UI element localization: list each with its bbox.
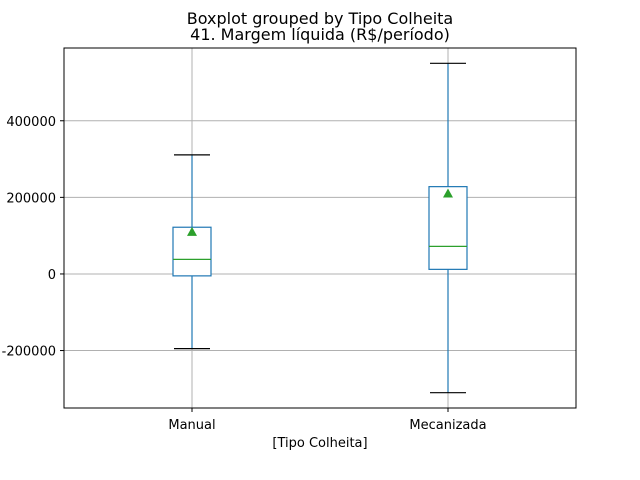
y-tick-label: 200000 [6, 191, 56, 206]
box-group-manual [172, 154, 212, 350]
mean-marker [187, 226, 197, 236]
chart-subtitle: 41. Margem líquida (R$/período) [190, 25, 450, 44]
plot-frame [63, 47, 577, 409]
box-group-mecanizada [428, 62, 468, 394]
x-axis: Manual Mecanizada [168, 408, 487, 433]
box-iqr [428, 186, 468, 270]
x-tick-label: Mecanizada [409, 418, 486, 433]
chart-title: Boxplot grouped by Tipo Colheita [187, 9, 453, 28]
y-tick-label: 400000 [6, 115, 56, 130]
x-axis-label: [Tipo Colheita] [272, 436, 367, 451]
box-series [172, 62, 468, 394]
mean-marker [443, 188, 453, 198]
y-axis: -200000 0 200000 400000 [2, 115, 64, 360]
x-tick-label: Manual [168, 418, 215, 433]
y-tick-label: 0 [48, 268, 56, 283]
y-tick-label: -200000 [2, 345, 56, 360]
